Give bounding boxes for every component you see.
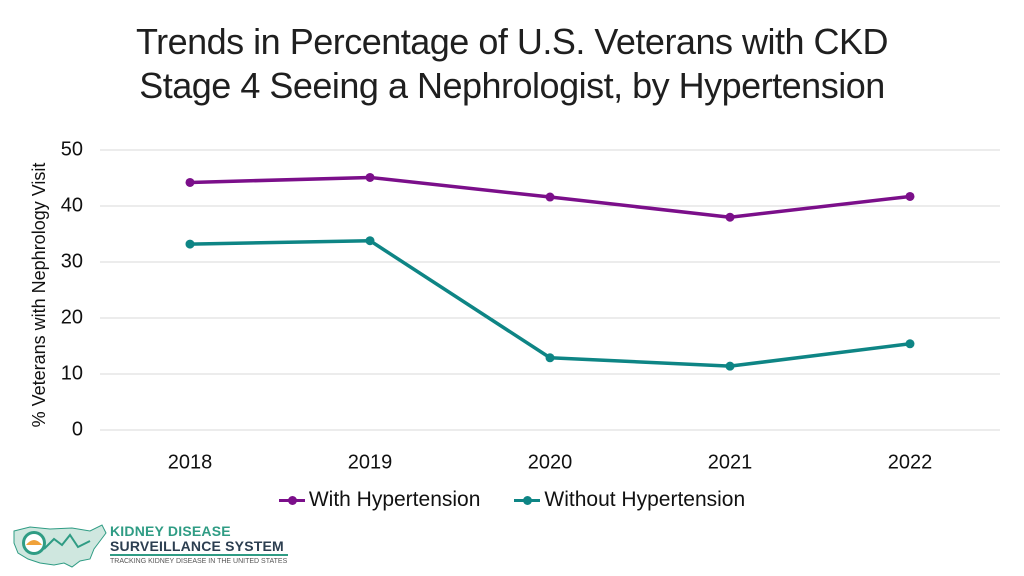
legend-label-with-hypertension: With Hypertension [308,488,481,511]
data-point-without-hypertension-2021 [725,361,735,371]
x-tick-label: 2020 [528,451,573,473]
legend-item-without-hypertension: Without Hypertension [514,488,745,512]
y-tick-label: 40 [61,194,83,216]
data-point-without-hypertension-2022 [905,339,915,349]
kdss-logo: KIDNEY DISEASE SURVEILLANCE SYSTEM TRACK… [10,519,290,571]
data-point-without-hypertension-2020 [545,353,555,363]
series-without-hypertension [185,236,915,371]
data-point-with-hypertension-2019 [365,172,375,182]
y-axis-ticks: 0 10 20 30 40 50 [61,138,83,440]
x-tick-label: 2019 [348,451,393,473]
data-point-with-hypertension-2020 [545,192,555,202]
y-tick-label: 50 [61,138,83,160]
chart-legend: With Hypertension Without Hypertension [0,488,1024,512]
series-lines [185,172,915,371]
legend-swatch-without-hypertension [514,495,541,505]
legend-label-without-hypertension: Without Hypertension [544,488,746,511]
y-tick-label: 10 [61,362,83,384]
logo-title-line-2: SURVEILLANCE SYSTEM [110,538,284,554]
data-point-with-hypertension-2018 [185,177,195,187]
x-tick-label: 2021 [708,451,753,473]
gridlines [100,149,1000,431]
series-with-hypertension [185,172,915,222]
chart-title-line-2: Stage 4 Seeing a Nephrologist, by Hypert… [139,65,885,106]
logo-title-line-1: KIDNEY DISEASE [110,523,231,539]
x-tick-label: 2018 [168,451,213,473]
x-axis-ticks: 2018 2019 2020 2021 2022 [168,451,933,473]
series-line-without-hypertension [188,238,912,368]
data-point-with-hypertension-2021 [725,212,735,222]
legend-item-with-hypertension: With Hypertension [278,488,481,512]
y-axis-label: % Veterans with Nephrology Visit [29,163,49,428]
chart-title: Trends in Percentage of U.S. Veterans wi… [0,20,1024,108]
data-point-without-hypertension-2019 [365,236,375,246]
x-tick-label: 2022 [888,451,933,473]
y-tick-label: 30 [61,250,83,272]
logo-divider [110,554,288,556]
legend-swatch-with-hypertension [278,495,305,505]
data-point-without-hypertension-2018 [185,239,195,249]
chart-title-line-1: Trends in Percentage of U.S. Veterans wi… [135,21,889,62]
data-point-with-hypertension-2022 [905,191,915,201]
y-tick-label: 20 [61,306,83,328]
y-tick-label: 0 [72,418,83,440]
logo-tagline: TRACKING KIDNEY DISEASE IN THE UNITED ST… [110,558,288,565]
us-map-logo-icon [13,524,107,568]
